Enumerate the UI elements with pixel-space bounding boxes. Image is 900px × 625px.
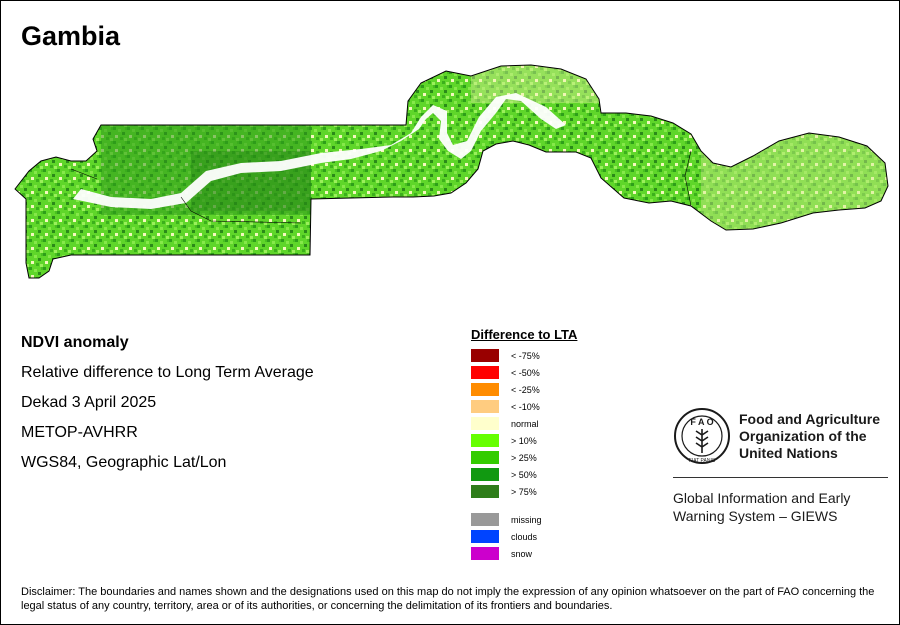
legend-label: > 75% — [511, 486, 537, 497]
legend-label: < -50% — [511, 367, 540, 378]
legend-item: < -75% — [471, 347, 641, 364]
legend-swatch — [471, 349, 499, 362]
fao-logo-text: FIAT PANIS — [689, 458, 716, 464]
legend-item: missing — [471, 511, 641, 528]
legend-extra: missing clouds snow — [471, 511, 641, 562]
legend-label: < -25% — [511, 384, 540, 395]
legend-item: normal — [471, 415, 641, 432]
legend-swatch — [471, 383, 499, 396]
legend-label: < -10% — [511, 401, 540, 412]
legend-item: snow — [471, 545, 641, 562]
info-period: Dekad 3 April 2025 — [21, 394, 157, 411]
legend-label: clouds — [511, 531, 538, 542]
legend-swatch — [471, 468, 499, 481]
legend-label: > 10% — [511, 435, 537, 446]
legend-label: > 50% — [511, 469, 537, 480]
legend-item: < -10% — [471, 398, 641, 415]
legend-item: > 50% — [471, 466, 641, 483]
legend-label: missing — [511, 514, 542, 525]
legend-swatch — [471, 434, 499, 447]
legend-item: clouds — [471, 528, 641, 545]
legend-label: > 25% — [511, 452, 537, 463]
fao-organization-name: Food and Agriculture Organization of the… — [739, 411, 881, 461]
legend-item: < -25% — [471, 381, 641, 398]
info-projection: WGS84, Geographic Lat/Lon — [21, 454, 227, 471]
legend-swatch — [471, 400, 499, 413]
legend-swatch — [471, 417, 499, 430]
admin-boundary — [70, 150, 692, 224]
legend: Difference to LTA < -75% < -50% < -25% < -1… — [471, 327, 641, 562]
legend-swatch — [471, 366, 499, 379]
legend-item: > 25% — [471, 449, 641, 466]
map-info: NDVI anomaly Relative difference to Long… — [21, 331, 314, 481]
disclaimer: Disclaimer: The boundaries and names sho… — [21, 586, 875, 612]
info-product: NDVI anomaly — [21, 334, 129, 351]
legend-title: Difference to LTA — [471, 327, 578, 342]
info-sensor: METOP-AVHRR — [21, 424, 138, 441]
legend-swatch — [471, 485, 499, 498]
country-boundary — [14, 64, 889, 279]
gambia-ndvi-map — [14, 64, 889, 279]
legend-swatch — [471, 547, 499, 560]
legend-swatch — [471, 513, 499, 526]
legend-item: > 10% — [471, 432, 641, 449]
legend-swatch — [471, 451, 499, 464]
info-description: Relative difference to Long Term Average — [21, 364, 314, 381]
legend-classes: < -75% < -50% < -25% < -10% normal > 10% > 25%… — [471, 347, 641, 500]
legend-item: > 75% — [471, 483, 641, 500]
legend-label: normal — [511, 418, 539, 429]
legend-label: < -75% — [511, 350, 540, 361]
legend-item: < -50% — [471, 364, 641, 381]
giews-name: Global Information and Early Warning Sys… — [673, 490, 851, 524]
legend-label: snow — [511, 548, 533, 559]
fao-divider — [673, 477, 888, 478]
svg-text:F A O: F A O — [690, 417, 713, 427]
map-title: Gambia — [21, 21, 121, 51]
fao-wheat-logo-icon: F A O FIAT PANIS — [674, 408, 730, 464]
legend-swatch — [471, 530, 499, 543]
